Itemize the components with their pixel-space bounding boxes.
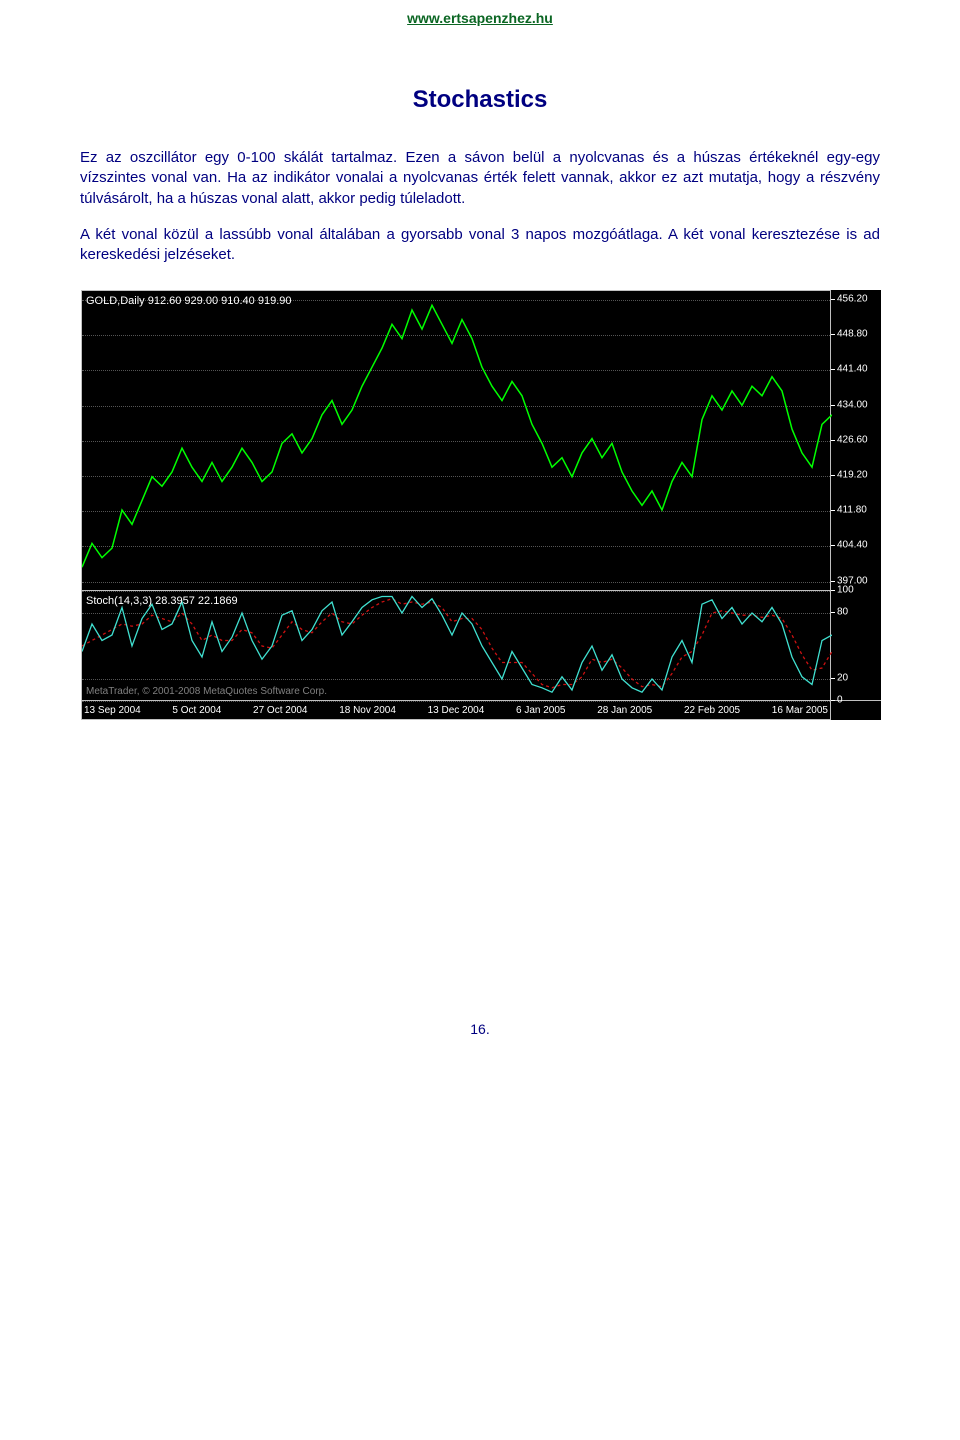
price-y-tick-label: 411.80 — [837, 505, 867, 516]
price-plot-area: GOLD,Daily 912.60 929.00 910.40 919.90 — [81, 290, 831, 590]
price-y-axis: 456.20 448.80 441.40 434.00 426.60 419.20 411.… — [831, 290, 881, 590]
paragraph-1: Ez az oszcillátor egy 0-100 skálát tarta… — [80, 148, 880, 209]
stochastic-panel: Stoch(14,3,3) 28.3957 22.1869 MetaTrader… — [81, 590, 881, 700]
price-chart-label: GOLD,Daily 912.60 929.00 910.40 919.90 — [86, 295, 291, 307]
document-page: www.ertsapenzhez.hu Stochastics Ez az os… — [0, 0, 960, 1057]
stochastic-y-axis: 10080200 — [831, 590, 881, 700]
time-axis-label: 22 Feb 2005 — [684, 705, 740, 716]
price-y-tick-label: 426.60 — [837, 434, 868, 445]
stochastic-chart-label: Stoch(14,3,3) 28.3957 22.1869 — [86, 595, 238, 607]
chart-container: GOLD,Daily 912.60 929.00 910.40 919.90 4… — [80, 289, 880, 721]
time-axis-label: 28 Jan 2005 — [597, 705, 652, 716]
page-title: Stochastics — [80, 86, 880, 114]
price-y-tick-label: 434.00 — [837, 399, 868, 410]
price-panel: GOLD,Daily 912.60 929.00 910.40 919.90 4… — [81, 290, 881, 590]
price-y-tick-label: 448.80 — [837, 329, 868, 340]
time-axis-label: 18 Nov 2004 — [339, 705, 396, 716]
time-axis: 13 Sep 2004 5 Oct 2004 27 Oct 2004 18 Nov 2… — [81, 700, 831, 720]
time-axis-label: 13 Dec 2004 — [428, 705, 485, 716]
price-y-tick-label: 404.40 — [837, 540, 868, 551]
stoch-y-tick-label: 100 — [837, 585, 854, 596]
page-number: 16. — [80, 1021, 880, 1037]
trading-chart: GOLD,Daily 912.60 929.00 910.40 919.90 4… — [80, 289, 882, 721]
price-y-tick-label: 456.20 — [837, 293, 868, 304]
price-y-tick-label: 441.40 — [837, 364, 868, 375]
stoch-y-tick-label: 20 — [837, 673, 848, 684]
header-url[interactable]: www.ertsapenzhez.hu — [80, 10, 880, 26]
paragraph-2: A két vonal közül a lassúbb vonal általá… — [80, 225, 880, 266]
time-axis-label: 27 Oct 2004 — [253, 705, 307, 716]
time-axis-label: 13 Sep 2004 — [84, 705, 141, 716]
stochastic-plot-area: Stoch(14,3,3) 28.3957 22.1869 MetaTrader… — [81, 590, 831, 700]
time-axis-label: 16 Mar 2005 — [772, 705, 828, 716]
stoch-y-tick-label: 0 — [837, 695, 843, 706]
stoch-y-tick-label: 80 — [837, 607, 848, 618]
price-y-tick-label: 419.20 — [837, 470, 868, 481]
time-axis-label: 5 Oct 2004 — [172, 705, 221, 716]
time-axis-row: 13 Sep 2004 5 Oct 2004 27 Oct 2004 18 Nov 2… — [81, 700, 881, 720]
time-axis-label: 6 Jan 2005 — [516, 705, 566, 716]
